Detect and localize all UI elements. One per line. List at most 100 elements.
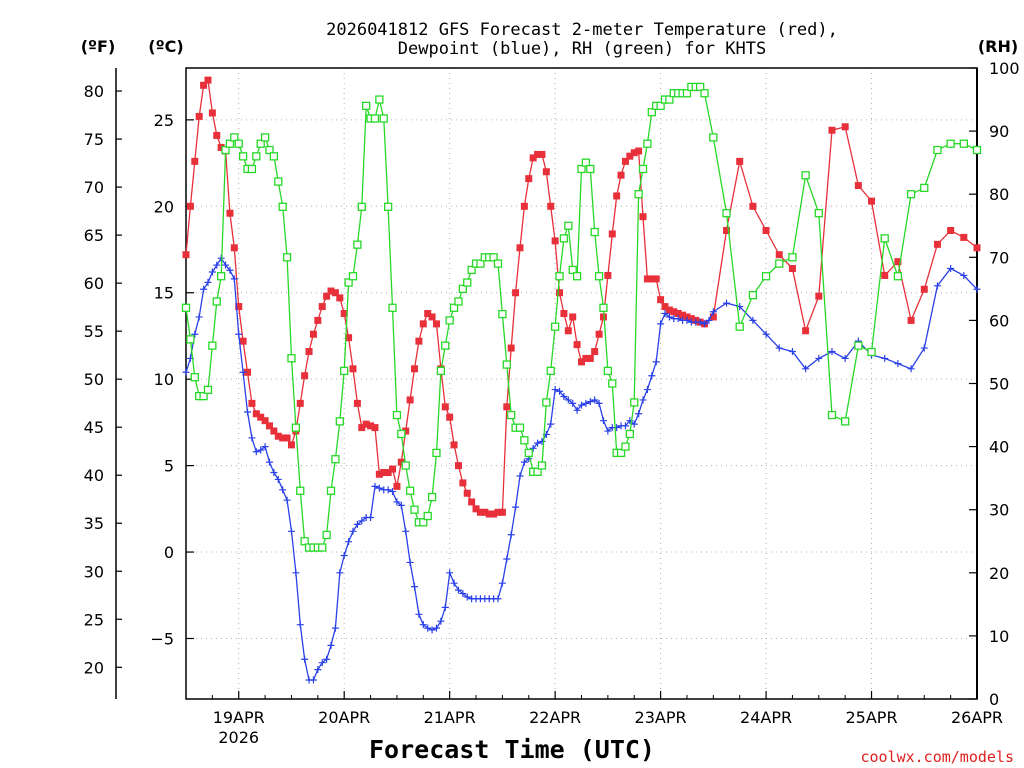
dewpoint-point xyxy=(274,475,282,483)
rh-point xyxy=(225,139,235,148)
rh-point xyxy=(335,417,344,426)
dewpoint-point xyxy=(191,330,199,338)
rh-point xyxy=(577,164,586,174)
temperature-point xyxy=(226,209,234,217)
x-tick-label: 22APR xyxy=(529,708,581,727)
rh-point xyxy=(221,145,230,155)
temperature-point xyxy=(516,244,524,252)
temperature-point xyxy=(507,344,515,352)
dewpoint-point xyxy=(507,531,515,539)
temperature-point xyxy=(538,150,546,158)
temperature-point xyxy=(463,489,471,497)
dewpoint-point xyxy=(621,422,629,430)
dewpoint-point xyxy=(815,354,823,362)
temperature-point xyxy=(529,154,537,162)
series-rh xyxy=(181,82,982,552)
dewpoint-point xyxy=(665,313,673,321)
temperature-point xyxy=(674,309,682,317)
rh-tick-label: 0 xyxy=(989,690,999,709)
rh-point xyxy=(700,89,709,98)
temperature-point xyxy=(573,341,581,349)
rh-tick-label: 20 xyxy=(989,564,1009,583)
rh-point xyxy=(357,202,366,211)
rh-point xyxy=(572,272,582,281)
x-tick-label: 23APR xyxy=(635,708,687,727)
temperature-point xyxy=(265,422,273,430)
dewpoint-point xyxy=(375,484,383,492)
dewpoint-point xyxy=(331,624,339,632)
rh-point xyxy=(559,234,569,243)
dewpoint-point xyxy=(907,365,915,373)
rh-point xyxy=(616,448,626,458)
temperature-point xyxy=(476,508,484,516)
temperature-point xyxy=(459,479,467,487)
temperature-point xyxy=(621,157,629,165)
dewpoint-point xyxy=(239,368,247,376)
chart-title-line-1: 2026041812 GFS Forecast 2-meter Temperat… xyxy=(326,20,838,40)
temperature-point xyxy=(542,168,550,176)
dewpoint-point xyxy=(595,399,603,407)
rh-point xyxy=(599,303,608,312)
temperature-point xyxy=(960,233,968,241)
rh-point xyxy=(454,297,463,306)
dewpoint-point xyxy=(230,275,238,283)
rh-point xyxy=(445,316,454,325)
rh-point xyxy=(181,303,191,312)
rh-point xyxy=(722,208,731,218)
fahrenheit-tick-label: 70 xyxy=(84,178,104,197)
dewpoint-point xyxy=(639,396,647,404)
dewpoint-point xyxy=(564,396,572,404)
dewpoint-point xyxy=(358,517,366,525)
fahrenheit-tick-label: 25 xyxy=(84,610,104,629)
dewpoint-point xyxy=(349,527,357,535)
dewpoint-point xyxy=(749,316,757,324)
dewpoint-point xyxy=(296,621,304,629)
rh-point xyxy=(388,303,397,312)
dewpoint-point xyxy=(516,472,524,480)
rh-point xyxy=(370,114,380,123)
dewpoint-point xyxy=(933,282,941,290)
dewpoint-point xyxy=(512,503,520,511)
temperature-point xyxy=(828,126,836,134)
temperature-point xyxy=(191,157,199,165)
temperature-point xyxy=(613,192,621,200)
rh-point xyxy=(427,492,437,502)
temperature-point xyxy=(375,470,383,478)
rh-point xyxy=(344,278,353,287)
dewpoint-point xyxy=(419,621,427,629)
dewpoint-point xyxy=(599,417,607,425)
dewpoint-point xyxy=(494,595,502,603)
temperature-point xyxy=(309,330,317,338)
rh-point xyxy=(493,259,503,268)
temperature-point xyxy=(468,498,476,506)
temperature-point xyxy=(358,424,366,432)
dewpoint-point xyxy=(318,659,326,667)
rh-unit-label: (RH) xyxy=(978,37,1018,56)
dewpoint-point xyxy=(257,446,265,454)
dewpoint-point xyxy=(463,593,471,601)
temperature-point xyxy=(314,316,322,324)
dewpoint-point xyxy=(261,443,269,451)
x-tick-label: 19APR xyxy=(213,708,265,727)
rh-point xyxy=(498,309,507,319)
temperature-point xyxy=(432,320,440,328)
celsius-unit-label: (ºC) xyxy=(148,37,183,56)
temperature-point xyxy=(230,244,238,252)
temperature-point xyxy=(345,334,353,342)
rh-point xyxy=(458,284,468,294)
temperature-point xyxy=(419,320,427,328)
temperature-point xyxy=(274,432,282,440)
dewpoint-point xyxy=(248,434,256,442)
rh-point xyxy=(625,429,634,439)
rh-point xyxy=(748,291,758,300)
temperature-point xyxy=(244,368,252,376)
x-tick-label: 21APR xyxy=(424,708,476,727)
rh-point xyxy=(419,518,428,527)
rh-tick-label: 10 xyxy=(989,627,1009,646)
dewpoint-point xyxy=(520,458,528,466)
rh-point xyxy=(234,139,243,148)
fahrenheit-tick-label: 75 xyxy=(84,130,104,149)
temperature-point xyxy=(652,275,660,283)
temperature-point xyxy=(336,294,344,302)
dewpoint-point xyxy=(393,498,401,506)
